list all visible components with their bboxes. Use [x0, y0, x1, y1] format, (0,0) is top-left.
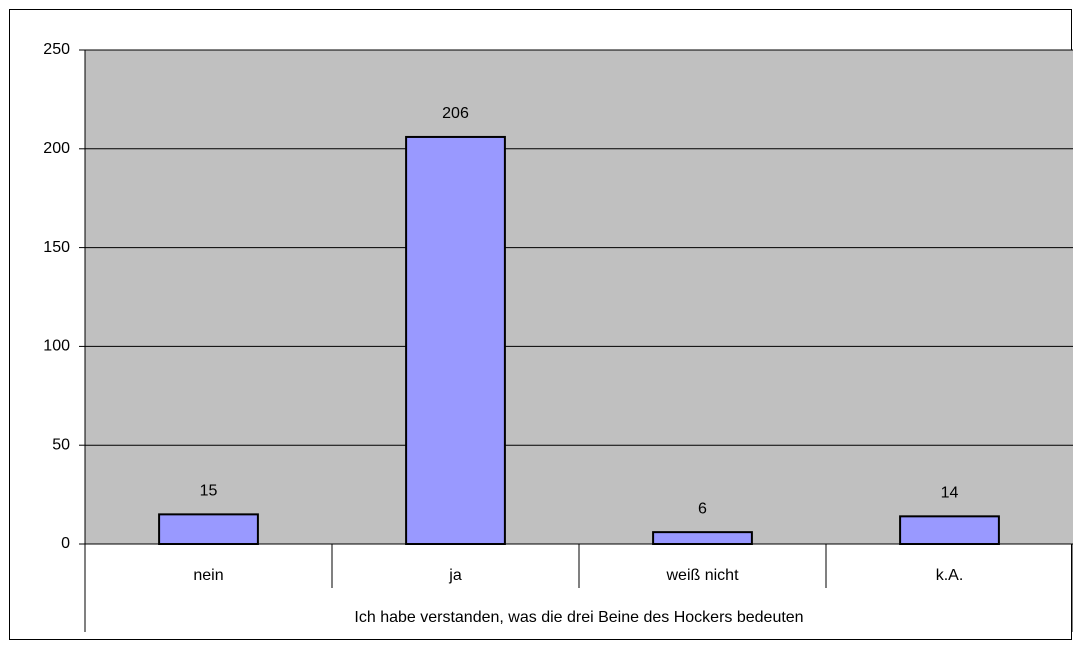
y-tick-label: 150 — [43, 239, 70, 256]
data-label: 14 — [941, 485, 959, 502]
y-tick-label: 0 — [61, 535, 70, 552]
y-tick-label: 100 — [43, 338, 70, 355]
x-axis-label: Ich habe verstanden, was die drei Beine … — [354, 609, 803, 626]
y-tick-label: 250 — [43, 41, 70, 58]
x-tick-label: weiß nicht — [665, 567, 739, 584]
x-tick-label: nein — [193, 567, 223, 584]
x-tick-label: ja — [448, 567, 462, 584]
y-tick-label: 50 — [52, 436, 70, 453]
bar — [652, 531, 753, 545]
data-label: 6 — [698, 500, 707, 517]
x-tick-label: k.A. — [936, 567, 964, 584]
data-label: 206 — [442, 105, 469, 122]
y-tick-label: 200 — [43, 140, 70, 157]
plot-area — [85, 50, 1073, 544]
data-label: 15 — [200, 483, 218, 500]
bar — [899, 515, 1000, 545]
bar — [405, 135, 506, 545]
bar — [158, 513, 259, 545]
